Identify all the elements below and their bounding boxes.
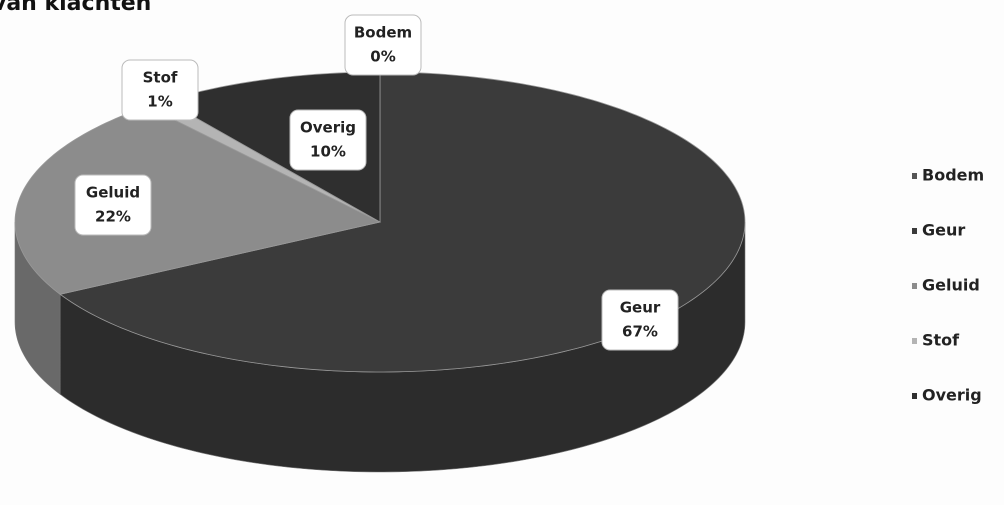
- data-label-value: 67%: [622, 323, 658, 341]
- data-label-name: Overig: [300, 119, 356, 137]
- data-label-name: Stof: [143, 69, 178, 87]
- data-label-value: 0%: [370, 48, 395, 66]
- legend-label: Geur: [922, 221, 965, 240]
- data-label-box: [74, 174, 152, 236]
- data-label-name: Bodem: [354, 24, 412, 42]
- legend-swatch: [912, 228, 917, 234]
- legend-swatch: [912, 283, 917, 289]
- legend-swatch: [912, 393, 917, 399]
- legend-swatch: [912, 173, 917, 179]
- legend-label: Overig: [922, 386, 982, 405]
- data-label-name: Geluid: [86, 184, 140, 202]
- data-label-value: 10%: [310, 143, 346, 161]
- data-label-value: 1%: [147, 93, 172, 111]
- pie-slice: [59, 71, 746, 373]
- legend-label: Geluid: [922, 276, 980, 295]
- data-label-box: [344, 14, 422, 76]
- legend-label: Bodem: [922, 166, 984, 185]
- data-label-box: [121, 59, 199, 121]
- data-label-box: [601, 289, 679, 351]
- data-label-box: [289, 109, 367, 171]
- chart-title: van klachten: [0, 0, 151, 16]
- data-label-name: Geur: [620, 299, 661, 317]
- legend-label: Stof: [922, 331, 960, 350]
- pie-slice: [14, 105, 382, 295]
- data-label-value: 22%: [95, 208, 131, 226]
- legend-swatch: [912, 338, 917, 344]
